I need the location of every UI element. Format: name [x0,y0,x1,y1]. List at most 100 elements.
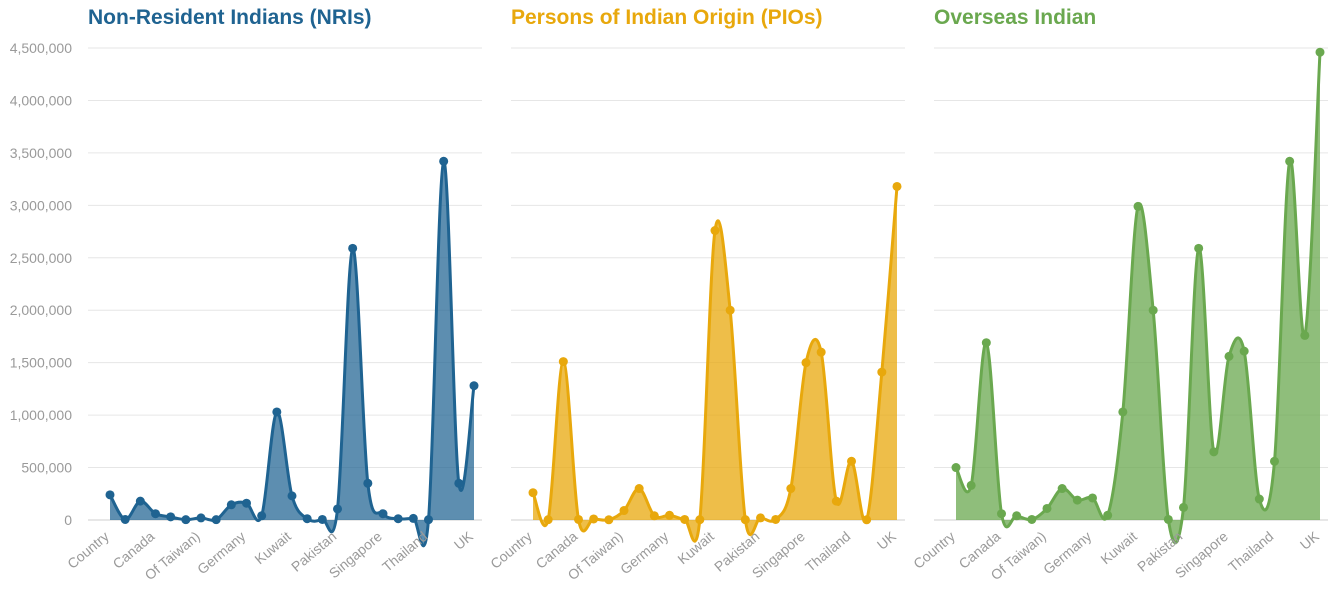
x-tick-label: Thailand [1225,528,1276,575]
data-point[interactable] [242,498,251,508]
data-point[interactable] [847,456,856,466]
data-point[interactable] [1103,510,1113,520]
data-point[interactable] [1042,503,1052,513]
x-tick-label: Germany [194,528,248,577]
data-point[interactable] [1194,243,1204,253]
data-point[interactable] [1027,514,1037,524]
data-point[interactable] [997,509,1006,519]
data-point[interactable] [831,496,841,506]
x-tick-label: UK [874,528,900,553]
data-point[interactable] [120,514,130,524]
data-point[interactable] [226,500,236,510]
series-line [108,159,476,548]
data-point[interactable] [1209,447,1219,457]
data-point[interactable] [1057,484,1067,494]
data-point[interactable] [1088,493,1097,503]
data-point[interactable] [801,358,811,368]
data-point[interactable] [1285,156,1295,166]
data-point[interactable] [1300,330,1310,340]
data-point[interactable] [877,367,887,377]
y-tick-label: 3,500,000 [10,145,72,161]
data-point[interactable] [951,463,961,473]
data-point[interactable] [181,515,191,525]
y-tick-label: 3,000,000 [10,197,72,213]
data-point[interactable] [1270,456,1279,466]
data-point[interactable] [966,480,976,490]
data-point[interactable] [1163,514,1173,524]
data-point[interactable] [981,338,991,348]
data-point[interactable] [363,478,373,488]
data-point[interactable] [1072,495,1082,505]
series-line [954,52,1322,545]
x-tick-label: Thailand [379,528,430,575]
data-point[interactable] [257,511,267,521]
data-point[interactable] [589,514,599,524]
data-point[interactable] [378,509,388,519]
data-point[interactable] [135,496,145,506]
data-point[interactable] [680,514,690,524]
data-point[interactable] [424,515,433,525]
data-point[interactable] [649,511,659,521]
y-tick-label: 4,500,000 [10,40,72,56]
data-point[interactable] [196,513,206,523]
data-point[interactable] [543,515,553,525]
data-point[interactable] [105,490,115,500]
data-point[interactable] [725,305,735,315]
data-point[interactable] [695,515,705,525]
data-point[interactable] [439,156,449,166]
x-tick-label: Country [487,528,535,572]
y-tick-label: 2,500,000 [10,250,72,266]
data-point[interactable] [317,514,327,524]
data-point[interactable] [1254,494,1264,504]
y-tick-label: 2,000,000 [10,302,72,318]
data-point[interactable] [1239,346,1249,356]
data-point[interactable] [634,484,644,494]
data-point[interactable] [710,226,720,236]
chart-title-overseas: Overseas Indian [934,6,1097,29]
data-point[interactable] [816,347,826,357]
data-point[interactable] [151,509,160,519]
series-area [533,186,897,542]
data-point[interactable] [862,515,872,525]
data-point[interactable] [211,515,221,525]
data-point[interactable] [454,478,464,488]
data-point[interactable] [665,510,674,520]
data-point[interactable] [348,243,358,253]
data-point[interactable] [1315,47,1325,57]
data-point[interactable] [756,513,765,523]
data-point[interactable] [469,381,479,391]
data-point[interactable] [1012,511,1022,521]
data-point[interactable] [302,514,312,524]
data-point[interactable] [892,181,902,191]
data-point[interactable] [558,357,568,367]
data-point[interactable] [574,514,583,524]
data-point[interactable] [1224,351,1234,361]
data-point[interactable] [1133,201,1143,211]
series-area [110,161,474,546]
data-point[interactable] [333,504,342,514]
x-tick-label: Germany [617,528,671,577]
data-point[interactable] [1148,305,1158,315]
series-area [956,52,1320,543]
data-point[interactable] [604,515,614,525]
data-point[interactable] [1179,502,1188,512]
data-point[interactable] [393,514,403,524]
x-tick-label: Kuwait [251,528,294,567]
data-point[interactable] [786,484,796,494]
data-point[interactable] [619,506,629,516]
data-point[interactable] [408,513,418,523]
data-point[interactable] [740,515,750,525]
x-tick-label: UK [1297,528,1323,553]
data-point[interactable] [166,512,176,522]
x-tick-label: Kuwait [1097,528,1140,567]
x-tick-label: Germany [1040,528,1094,577]
chart-title-pio: Persons of Indian Origin (PIOs) [511,6,823,29]
data-point[interactable] [287,491,297,501]
data-point[interactable] [1118,407,1128,417]
data-point[interactable] [272,407,282,417]
data-point[interactable] [528,488,538,498]
data-point[interactable] [771,514,781,524]
